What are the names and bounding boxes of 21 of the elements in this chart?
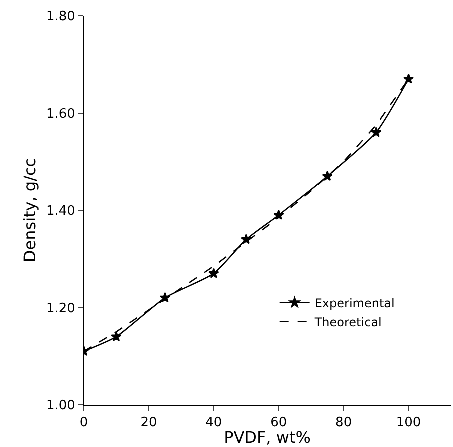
x-tick-label: 100 [396,416,422,431]
point [208,268,220,278]
x-axis-title: PVDF, wt% [224,428,311,447]
point [111,331,122,342]
legend-label: Experimental [314,296,395,310]
legend-label: Theoretical [314,315,382,330]
x-tick-label: 0 [80,416,88,431]
point [370,127,382,138]
point [403,74,414,84]
y-axis-title: Density, g/cc [20,158,40,263]
y-tick-label: 1.60 [46,106,76,122]
y-tick-label: 1.40 [46,204,76,220]
point [241,234,252,244]
x-tick-label: 40 [206,416,222,431]
y-tick-label: 1.20 [46,301,76,316]
x-tick-label: 60 [270,416,288,431]
y-tick-label: 1.80 [46,10,76,25]
x-tick-label: 20 [140,416,158,431]
x-tick-label: 80 [336,416,352,431]
y-tick-label: 1.00 [46,398,76,414]
point [322,170,333,182]
